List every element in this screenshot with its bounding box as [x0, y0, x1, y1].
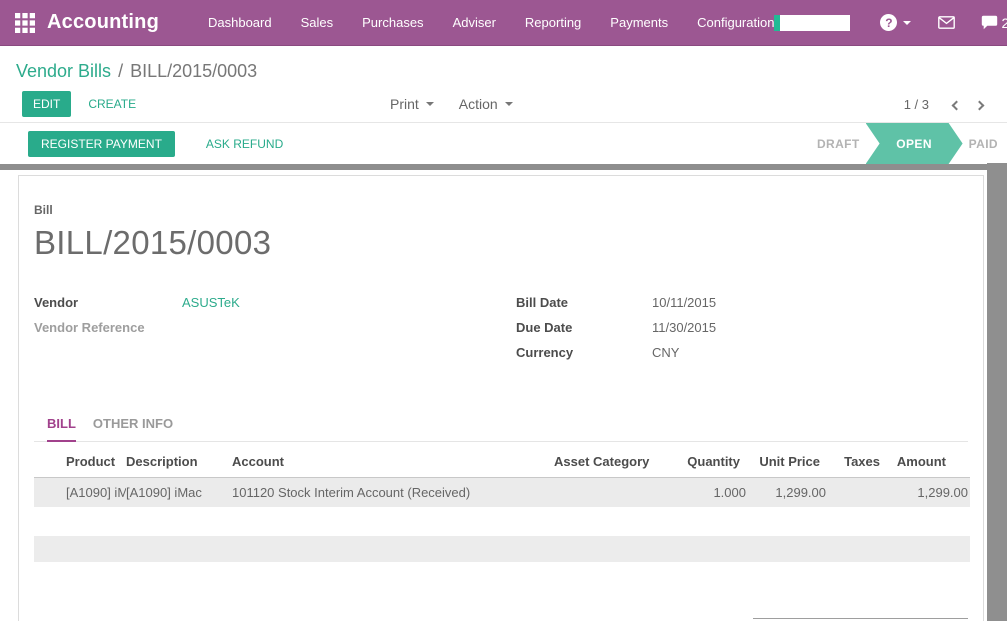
field-row-due-date: Due Date 11/30/2015 — [516, 320, 968, 335]
pager: 1 / 3 — [904, 95, 991, 114]
pager-previous-button[interactable] — [945, 95, 968, 114]
apps-menu-button[interactable] — [15, 12, 35, 33]
register-payment-button[interactable]: REGISTER PAYMENT — [28, 130, 175, 157]
due-date-label: Due Date — [516, 320, 573, 335]
create-button[interactable]: CREATE — [88, 97, 137, 111]
caret-down-icon — [504, 102, 513, 106]
cell-asset-category — [554, 478, 666, 508]
breadcrumb-parent-link[interactable]: Vendor Bills — [16, 61, 112, 81]
column-header-quantity: Quantity — [666, 447, 748, 478]
due-date-value: 11/30/2015 — [652, 320, 717, 335]
app-name[interactable]: Accounting — [47, 11, 159, 33]
invoice-line-row[interactable]: [A1090] iMac [A1090] iMac 101120 Stock I… — [34, 477, 970, 508]
field-column-left: Vendor ASUSTeK Vendor Reference — [34, 295, 501, 370]
top-menu-item-dashboard[interactable]: Dashboard — [208, 15, 272, 30]
cell-taxes — [828, 478, 888, 508]
chat-button[interactable]: 21 — [981, 15, 1007, 31]
top-menu-item-reporting[interactable]: Reporting — [524, 15, 582, 30]
control-panel: EDIT CREATE Print Action 1 / 3 — [0, 86, 1007, 123]
pager-next-button[interactable] — [968, 95, 991, 114]
empty-section-band — [34, 536, 970, 562]
top-menu-item-sales[interactable]: Sales — [300, 15, 334, 30]
bill-date-label: Bill Date — [516, 295, 569, 310]
document-type-label: Bill — [34, 203, 53, 217]
field-row-bill-date: Bill Date 10/11/2015 — [516, 295, 968, 310]
action-dropdown[interactable]: Action — [459, 96, 513, 112]
action-dropdown-label: Action — [458, 96, 498, 112]
divider-band — [0, 164, 1007, 170]
print-dropdown[interactable]: Print — [390, 96, 434, 112]
tab-bill[interactable]: BILL — [47, 416, 76, 442]
ask-refund-button[interactable]: ASK REFUND — [205, 136, 284, 151]
column-header-product: Product — [34, 447, 126, 478]
top-menu: Dashboard Sales Purchases Adviser Report… — [208, 15, 774, 30]
top-menu-item-purchases[interactable]: Purchases — [362, 15, 424, 30]
notebook-tabs: BILL OTHER INFO — [34, 416, 968, 442]
vertical-scrollbar[interactable] — [987, 163, 1007, 621]
status-open-active[interactable]: OPEN — [866, 123, 963, 164]
main-content: Bill BILL/2015/0003 Vendor ASUSTeK Vendo… — [0, 170, 1007, 621]
breadcrumb: Vendor Bills / BILL/2015/0003 — [0, 46, 1007, 86]
currency-label: Currency — [516, 345, 574, 360]
status-draft[interactable]: DRAFT — [816, 136, 860, 151]
help-menu-button[interactable]: ? — [880, 14, 912, 31]
top-navbar: Accounting Dashboard Sales Purchases Adv… — [0, 0, 1007, 46]
totals-summary: Untaxed Amount : 1,299.00 Taxes : 0.00 — [753, 618, 968, 621]
breadcrumb-current: BILL/2015/0003 — [130, 61, 258, 81]
chevron-right-icon — [974, 100, 985, 110]
breadcrumb-separator: / — [118, 61, 124, 81]
edit-button[interactable]: EDIT — [22, 91, 72, 117]
status-pipeline: DRAFT OPEN PAID — [817, 123, 1007, 164]
chevron-left-icon — [951, 100, 962, 110]
form-sheet: Bill BILL/2015/0003 Vendor ASUSTeK Vendo… — [18, 175, 984, 621]
field-row-vendor-reference: Vendor Reference — [34, 320, 501, 335]
action-dropdowns: Print Action — [390, 96, 513, 112]
document-number-title: BILL/2015/0003 — [34, 224, 272, 261]
vendor-reference-label: Vendor Reference — [34, 320, 145, 335]
chat-bubble-icon — [982, 15, 998, 30]
column-header-asset-category: Asset Category — [554, 447, 666, 478]
field-column-right: Bill Date 10/11/2015 Due Date 11/30/2015… — [501, 295, 968, 370]
bill-date-value: 10/11/2015 — [652, 295, 717, 310]
tab-other-info[interactable]: OTHER INFO — [92, 416, 174, 431]
vendor-value-link[interactable]: ASUSTeK — [182, 295, 240, 310]
caret-down-icon — [903, 20, 912, 25]
cell-unit-price: 1,299.00 — [775, 485, 826, 500]
pager-value[interactable]: 1 / 3 — [903, 96, 929, 112]
invoice-lines-table: Product Description Account Asset Catego… — [34, 447, 970, 507]
chat-count-badge: 21 — [1001, 14, 1007, 31]
top-menu-item-configuration[interactable]: Configuration — [697, 15, 775, 30]
top-menu-item-payments[interactable]: Payments — [610, 15, 669, 30]
help-icon: ? — [880, 14, 898, 31]
top-menu-item-adviser[interactable]: Adviser — [452, 15, 496, 30]
field-row-vendor: Vendor ASUSTeK — [34, 295, 501, 310]
statusbar: REGISTER PAYMENT ASK REFUND DRAFT OPEN P… — [0, 123, 1007, 164]
cell-description: [A1090] iMac — [126, 485, 202, 500]
field-row-currency: Currency CNY — [516, 345, 968, 360]
cell-account: 101120 Stock Interim Account (Received) — [232, 485, 471, 500]
cell-product: [A1090] iMac — [66, 485, 126, 500]
column-header-description: Description — [126, 447, 232, 478]
currency-value: CNY — [652, 345, 680, 360]
print-dropdown-label: Print — [390, 96, 419, 112]
column-header-unit-price: Unit Price — [748, 447, 828, 478]
planner-progress-fill — [774, 14, 781, 31]
vendor-label: Vendor — [34, 295, 79, 310]
messages-button[interactable] — [938, 16, 956, 29]
topbar-right-tools: ? 21 — [774, 14, 1007, 31]
cell-quantity: 1.000 — [713, 485, 746, 500]
status-paid[interactable]: PAID — [968, 136, 998, 151]
column-header-taxes: Taxes — [828, 447, 888, 478]
apps-grid-icon — [15, 12, 35, 33]
field-group: Vendor ASUSTeK Vendor Reference Bill Dat… — [34, 295, 968, 370]
column-header-account: Account — [232, 447, 554, 478]
envelope-icon — [938, 16, 956, 29]
planner-progressbar[interactable] — [774, 14, 851, 31]
cell-amount: 1,299.00 — [917, 485, 968, 500]
table-header-row: Product Description Account Asset Catego… — [34, 447, 970, 478]
column-header-amount: Amount — [888, 447, 970, 478]
caret-down-icon — [425, 102, 434, 106]
